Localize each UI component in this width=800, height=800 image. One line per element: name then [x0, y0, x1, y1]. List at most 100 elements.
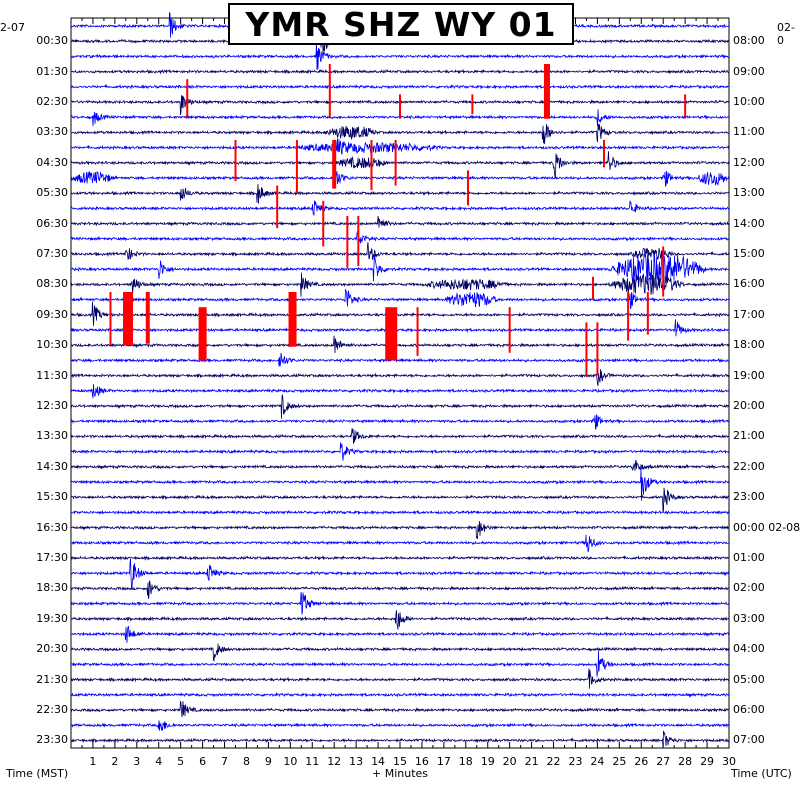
right-time-label: 00:00 02-08: [733, 520, 800, 534]
right-time-label: 06:00: [733, 703, 765, 716]
trace-row: [70, 668, 730, 689]
left-time-label: 08:30: [36, 277, 68, 291]
pick-marker: [646, 292, 649, 335]
x-tick-label: 1: [89, 755, 97, 768]
trace-row: [70, 720, 730, 731]
pick-marker: [370, 140, 373, 191]
left-time-label: 10:30: [36, 338, 68, 352]
trace-row: [70, 41, 730, 71]
trace-row: [70, 442, 730, 461]
left-time-label: 00:30: [36, 34, 68, 48]
trace-row: [70, 301, 730, 326]
left-time-label: 19:30: [36, 611, 68, 625]
right-time-label: 09:00: [733, 64, 765, 78]
x-tick-label: 26: [634, 755, 649, 768]
left-time-label: 03:30: [36, 125, 68, 139]
trace-row: [71, 487, 730, 513]
right-time-label: 08:00: [733, 34, 765, 48]
right-time-label: 19:00: [733, 368, 765, 382]
trace-row: [70, 252, 730, 287]
pick-marker: [602, 140, 605, 168]
x-tick-label: 2: [111, 755, 119, 768]
trace-row: [70, 428, 730, 444]
right-time-label: 10:00: [733, 95, 765, 108]
left-time-label: 09:30: [36, 307, 68, 321]
x-tick-label: 19: [480, 755, 495, 768]
pick-marker: [186, 79, 189, 118]
pick-marker: [684, 94, 687, 118]
x-tick-label: 5: [177, 755, 185, 768]
x-tick-label: 7: [221, 755, 229, 768]
right-date-label: 02-0: [777, 21, 795, 47]
right-time-label: 21:00: [733, 429, 765, 443]
x-tick-label: 6: [199, 755, 207, 768]
right-time-label: 15:00: [733, 247, 765, 260]
x-tick-label: 10: [283, 755, 298, 768]
trace-row: [70, 170, 730, 187]
trace-row: [71, 272, 730, 297]
right-time-label: 11:00: [733, 125, 765, 139]
x-tick-label: 3: [133, 755, 141, 768]
x-tick-label: 22: [546, 755, 561, 768]
left-time-label: 13:30: [36, 429, 68, 443]
x-tick-label: 11: [305, 755, 320, 768]
x-tick-label: 24: [590, 755, 605, 768]
right-time-label: 17:00: [733, 307, 765, 321]
trace-row: [70, 394, 730, 419]
trace-row: [70, 580, 730, 599]
trace-row: [70, 319, 730, 337]
x-tick-label: 18: [458, 755, 473, 768]
right-time-label: 23:00: [733, 490, 765, 504]
right-time-label: 13:00: [733, 186, 765, 200]
left-time-label: 07:30: [36, 247, 68, 260]
left-time-label: 23:30: [36, 733, 68, 747]
pick-marker: [466, 170, 469, 206]
pick-marker: [322, 200, 325, 247]
pick-marker: [288, 292, 297, 347]
pick-marker: [592, 276, 595, 300]
x-tick-label: 23: [568, 755, 583, 768]
trace-row: [70, 467, 730, 501]
pick-marker: [399, 94, 401, 119]
trace-row: [70, 123, 730, 145]
trace-row: [70, 200, 730, 216]
pick-marker: [394, 140, 397, 186]
left-time-label: 14:30: [36, 459, 68, 473]
trace-row: [71, 138, 730, 156]
right-time-label: 14:00: [733, 216, 765, 230]
right-time-label: 02:00: [733, 581, 765, 595]
x-tick-label: 17: [436, 755, 451, 768]
left-date-label: 2-07: [0, 21, 25, 34]
x-tick-label: 30: [722, 755, 736, 768]
x-tick-label: 4: [155, 755, 163, 768]
x-tick-label: 28: [678, 755, 693, 768]
left-time-label: 17:30: [36, 551, 68, 564]
right-time-label: 16:00: [733, 277, 765, 291]
x-tick-label: 14: [371, 755, 386, 768]
right-time-label: 04:00: [733, 642, 765, 656]
right-time-label: 05:00: [733, 672, 765, 686]
pick-marker: [295, 140, 298, 194]
x-tick-label: 25: [612, 755, 627, 768]
right-time-label: 22:00: [733, 459, 765, 473]
trace-row: [70, 352, 730, 367]
pick-marker: [328, 64, 331, 118]
left-time-label: 12:30: [36, 399, 68, 412]
x-tick-label: 21: [524, 755, 539, 768]
trace-row: [70, 459, 730, 471]
x-tick-label: 8: [242, 755, 250, 768]
pick-marker: [198, 307, 207, 361]
trace-row: [70, 700, 730, 718]
plot-frame: [70, 17, 730, 749]
pick-marker: [234, 140, 237, 182]
left-axis-caption: Time (MST): [6, 767, 69, 780]
trace-row: [70, 369, 730, 386]
pick-marker: [109, 292, 112, 346]
trace-row: [70, 335, 730, 354]
chart-title: YMR SHZ WY 01: [228, 3, 574, 45]
pick-marker: [123, 292, 134, 346]
left-time-label: 05:30: [36, 186, 68, 200]
trace-row: [70, 184, 730, 204]
trace-row: [70, 592, 730, 615]
